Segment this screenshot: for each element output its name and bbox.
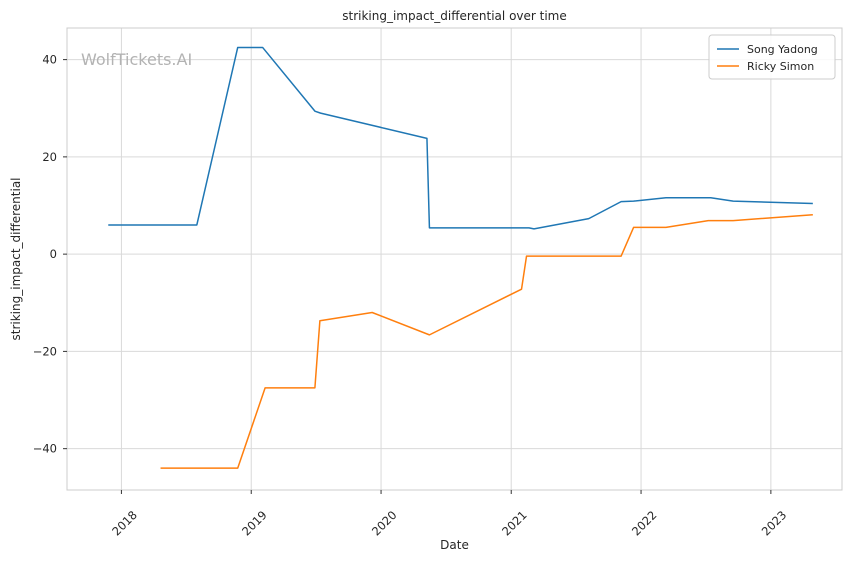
chart-title: striking_impact_differential over time — [342, 9, 567, 23]
legend-label: Ricky Simon — [747, 60, 814, 73]
grid — [67, 28, 842, 490]
y-tick-label: −40 — [33, 442, 57, 456]
series-line — [160, 214, 813, 469]
y-tick-label: 40 — [42, 53, 57, 67]
series-lines — [108, 46, 813, 469]
legend-label: Song Yadong — [747, 43, 818, 56]
legend: Song Yadong Ricky Simon — [708, 34, 836, 80]
y-tick-label: 0 — [50, 247, 57, 261]
plot-area-frame — [66, 27, 843, 491]
y-tick-label: −20 — [33, 344, 57, 358]
x-axis-title: Date — [440, 538, 469, 552]
y-axis-ticks: −40 −20 0 20 40 — [33, 53, 67, 456]
series-line — [108, 46, 813, 230]
y-axis-title: striking_impact_differential — [9, 177, 23, 340]
watermark-text: WolfTickets.AI — [81, 50, 192, 69]
legend-box — [708, 34, 836, 80]
y-tick-label: 20 — [42, 150, 57, 164]
